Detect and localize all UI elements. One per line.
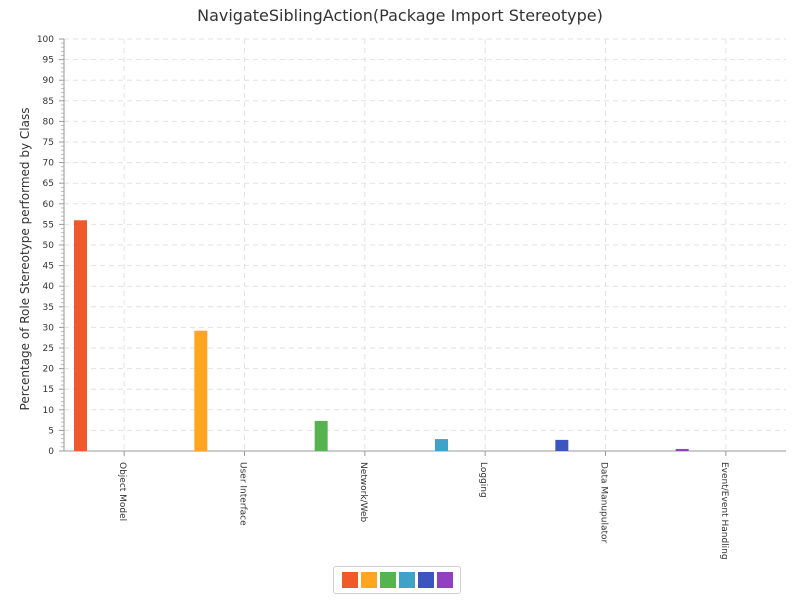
axes bbox=[59, 38, 786, 456]
legend-swatch bbox=[379, 572, 396, 588]
x-category-label: User Interface bbox=[238, 462, 248, 526]
y-axis-label: Percentage of Role Stereotype performed … bbox=[18, 108, 32, 411]
y-tick-label: 20 bbox=[43, 365, 55, 375]
y-tick-label: 45 bbox=[43, 262, 54, 272]
y-tick-label: 0 bbox=[48, 447, 54, 457]
legend-swatch bbox=[417, 572, 434, 588]
x-category-label: Logging bbox=[478, 462, 488, 498]
bar bbox=[74, 220, 87, 451]
x-category-label: Data Manupulator bbox=[599, 462, 609, 544]
bar-chart: 0 5 10 15 20 25 30 35 40 45 50 55 60 65 70 75 80 85 90 95 10… bbox=[18, 35, 786, 560]
legend bbox=[333, 566, 461, 594]
y-tick-label: 10 bbox=[43, 406, 55, 416]
y-tick-label: 40 bbox=[43, 282, 55, 292]
chart-title: NavigateSiblingAction(Package Import Ste… bbox=[197, 6, 603, 25]
x-category-label: Object Model bbox=[117, 462, 127, 521]
y-tick-label: 100 bbox=[37, 35, 54, 45]
bar bbox=[435, 439, 448, 451]
y-tick-label: 5 bbox=[48, 426, 54, 436]
legend-swatch bbox=[436, 572, 453, 588]
legend-swatch bbox=[360, 572, 377, 588]
bars bbox=[74, 220, 689, 451]
y-tick-label: 75 bbox=[43, 138, 54, 148]
tick-labels: 0 5 10 15 20 25 30 35 40 45 50 55 60 65 70 75 80 85 90 95 10… bbox=[37, 35, 729, 560]
legend-swatch bbox=[398, 572, 415, 588]
bar bbox=[555, 439, 569, 451]
bar bbox=[675, 448, 689, 451]
y-tick-label: 60 bbox=[43, 200, 55, 210]
y-tick-label: 95 bbox=[43, 56, 54, 66]
x-category-label: Network/Web bbox=[358, 462, 368, 523]
grid-lines bbox=[64, 38, 786, 451]
y-tick-label: 25 bbox=[43, 344, 54, 354]
legend-swatch bbox=[341, 572, 358, 588]
y-tick-label: 30 bbox=[43, 323, 55, 333]
bar bbox=[194, 330, 208, 451]
y-tick-label: 55 bbox=[43, 220, 54, 230]
y-tick-label: 70 bbox=[43, 159, 55, 169]
y-tick-label: 85 bbox=[43, 97, 54, 107]
y-tick-label: 15 bbox=[43, 385, 54, 395]
y-tick-label: 50 bbox=[43, 241, 55, 251]
bar bbox=[314, 420, 328, 451]
y-tick-label: 65 bbox=[43, 179, 54, 189]
x-category-label: Event/Event Handling bbox=[719, 462, 729, 560]
y-tick-label: 80 bbox=[43, 117, 55, 127]
y-tick-label: 35 bbox=[43, 303, 54, 313]
y-tick-label: 90 bbox=[43, 76, 55, 86]
